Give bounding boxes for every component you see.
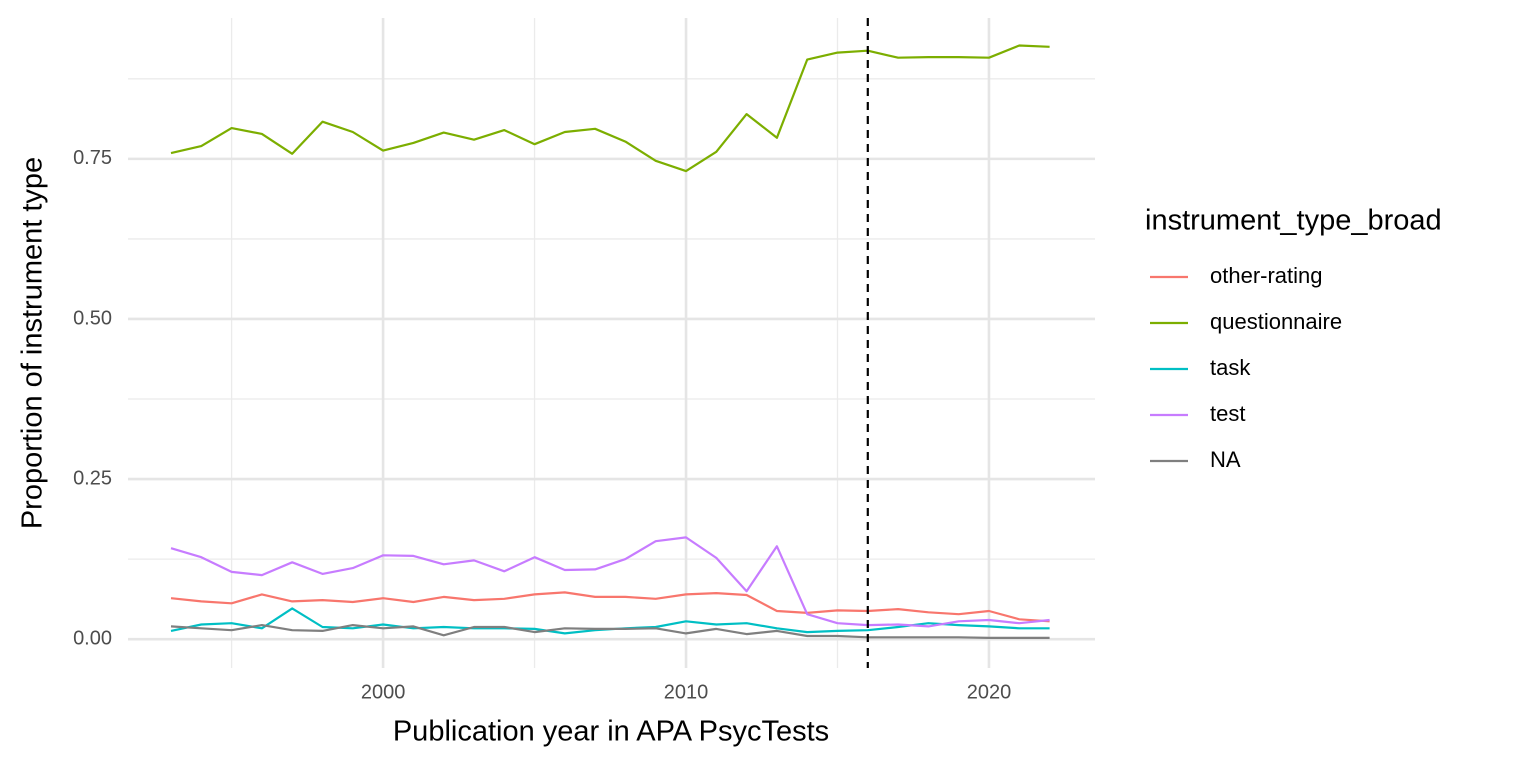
y-tick-label: 0.75 xyxy=(73,147,112,169)
series-line xyxy=(170,536,1050,628)
y-tick-label: 0.50 xyxy=(73,307,112,329)
x-tick-label: 2020 xyxy=(967,681,1012,703)
x-tick-label: 2000 xyxy=(361,681,406,703)
legend-label: task xyxy=(1210,355,1251,380)
y-tick-label: 0.25 xyxy=(73,467,112,489)
y-axis-title: Proportion of instrument type xyxy=(17,157,49,529)
x-tick-label: 2010 xyxy=(664,681,709,703)
series-line xyxy=(170,591,1050,623)
series-line xyxy=(170,44,1050,173)
legend-label: other-rating xyxy=(1210,263,1323,288)
legend-label: questionnaire xyxy=(1210,309,1342,334)
legend-label: test xyxy=(1210,401,1245,426)
legend-label: NA xyxy=(1210,447,1241,472)
legend-title: instrument_type_broad xyxy=(1145,205,1442,237)
x-axis-title: Publication year in APA PsycTests xyxy=(393,716,829,748)
y-tick-label: 0.00 xyxy=(73,627,112,649)
series-line xyxy=(170,623,1050,640)
